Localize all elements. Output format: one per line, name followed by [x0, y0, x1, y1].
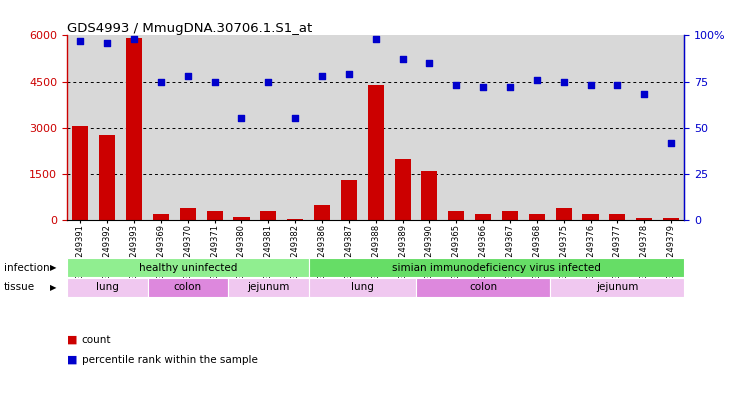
Point: [343, 71, 355, 77]
Text: jejunum: jejunum: [596, 282, 638, 292]
Text: tissue: tissue: [4, 282, 35, 292]
Bar: [502, 211, 518, 220]
Bar: [126, 39, 142, 220]
Text: ▶: ▶: [51, 263, 57, 272]
Bar: [583, 214, 599, 220]
Point: [155, 79, 167, 85]
Bar: [207, 211, 222, 220]
Bar: [287, 219, 304, 220]
Point: [208, 79, 220, 85]
Bar: [180, 208, 196, 220]
Bar: [309, 258, 684, 277]
Text: ■: ■: [67, 335, 77, 345]
Point: [128, 36, 140, 42]
Bar: [234, 217, 249, 220]
Point: [182, 73, 193, 79]
Point: [612, 82, 623, 88]
Point: [289, 116, 301, 122]
Bar: [556, 208, 571, 220]
Bar: [67, 258, 309, 277]
Point: [450, 82, 462, 88]
Point: [477, 84, 489, 90]
Point: [558, 79, 570, 85]
Bar: [67, 278, 147, 297]
Point: [585, 82, 597, 88]
Bar: [609, 214, 626, 220]
Point: [74, 38, 86, 44]
Point: [665, 140, 677, 146]
Bar: [529, 214, 545, 220]
Bar: [416, 278, 551, 297]
Text: lung: lung: [96, 282, 119, 292]
Point: [397, 56, 408, 62]
Bar: [341, 180, 357, 220]
Text: count: count: [82, 335, 112, 345]
Point: [316, 73, 328, 79]
Text: jejunum: jejunum: [247, 282, 289, 292]
Text: percentile rank within the sample: percentile rank within the sample: [82, 354, 257, 365]
Bar: [551, 278, 684, 297]
Point: [370, 36, 382, 42]
Text: ■: ■: [67, 354, 77, 365]
Text: infection: infection: [4, 263, 49, 273]
Bar: [368, 84, 384, 220]
Text: healthy uninfected: healthy uninfected: [138, 263, 237, 273]
Text: simian immunodeficiency virus infected: simian immunodeficiency virus infected: [392, 263, 601, 273]
Bar: [147, 278, 228, 297]
Point: [531, 77, 543, 83]
Bar: [72, 126, 89, 220]
Point: [638, 91, 650, 97]
Bar: [309, 278, 416, 297]
Text: lung: lung: [351, 282, 373, 292]
Bar: [475, 214, 491, 220]
Bar: [99, 136, 115, 220]
Text: colon: colon: [469, 282, 497, 292]
Bar: [314, 205, 330, 220]
Text: GDS4993 / MmugDNA.30706.1.S1_at: GDS4993 / MmugDNA.30706.1.S1_at: [67, 22, 312, 35]
Bar: [228, 278, 309, 297]
Point: [101, 40, 113, 46]
Point: [263, 79, 275, 85]
Bar: [260, 211, 276, 220]
Bar: [394, 158, 411, 220]
Point: [504, 84, 516, 90]
Point: [236, 116, 248, 122]
Bar: [448, 211, 464, 220]
Bar: [636, 218, 652, 220]
Text: colon: colon: [173, 282, 202, 292]
Bar: [663, 218, 679, 220]
Bar: [421, 171, 437, 220]
Bar: [153, 214, 169, 220]
Text: ▶: ▶: [51, 283, 57, 292]
Point: [423, 60, 435, 66]
